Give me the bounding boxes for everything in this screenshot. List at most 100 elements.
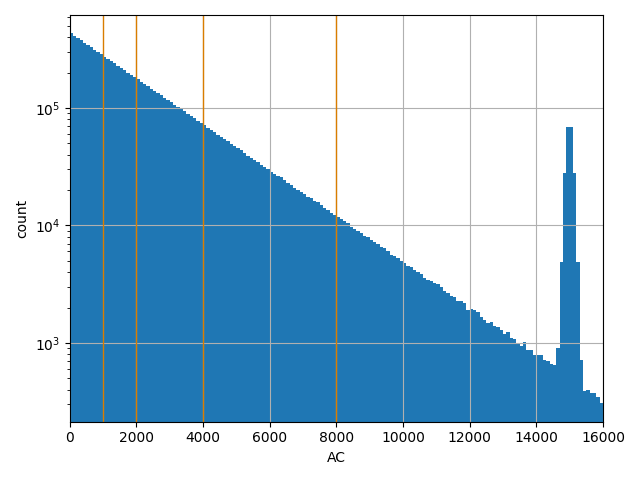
Bar [296,190,300,480]
Bar [406,265,410,480]
Bar [227,141,230,480]
Bar [596,396,600,480]
Bar [346,223,349,480]
Bar [150,89,153,480]
Bar [236,148,239,480]
Bar [417,272,420,480]
Bar [170,102,173,480]
Bar [180,109,183,480]
Bar [223,139,227,480]
Bar [263,167,266,480]
Bar [230,144,233,480]
Bar [393,256,396,480]
Bar [103,57,106,480]
Bar [266,169,269,480]
Bar [376,244,380,480]
Bar [366,237,370,480]
Bar [163,98,166,480]
Bar [256,162,260,480]
Bar [486,323,490,480]
Bar [243,153,246,480]
Bar [387,251,390,480]
Bar [356,231,360,480]
Bar [109,61,113,480]
Bar [336,217,340,480]
Bar [269,172,273,480]
Bar [380,247,383,480]
Bar [203,125,206,480]
Bar [516,343,520,480]
Bar [323,208,326,480]
Bar [126,73,130,480]
Bar [353,229,356,480]
Bar [200,123,203,480]
Bar [433,283,436,480]
Bar [276,176,280,480]
Bar [446,293,450,480]
Bar [506,332,509,480]
Y-axis label: count: count [15,199,29,238]
X-axis label: AC: AC [327,451,346,465]
Bar [600,403,603,480]
Bar [583,391,586,480]
Bar [189,116,193,480]
Bar [100,54,103,480]
Bar [483,320,486,480]
Bar [307,197,310,480]
Bar [133,77,136,480]
Bar [453,297,456,480]
Bar [283,180,286,480]
Bar [559,262,563,480]
Bar [330,213,333,480]
Bar [479,317,483,480]
Bar [360,233,363,480]
Bar [96,52,100,480]
Bar [300,192,303,480]
Bar [443,291,446,480]
Bar [580,360,583,480]
Bar [370,240,373,480]
Bar [523,342,526,480]
Bar [470,309,473,480]
Bar [326,210,330,480]
Bar [553,365,556,480]
Bar [130,75,133,480]
Bar [413,270,417,480]
Bar [260,165,263,480]
Bar [239,150,243,480]
Bar [536,355,540,480]
Bar [140,82,143,480]
Bar [456,300,460,480]
Bar [586,390,589,480]
Bar [196,120,200,480]
Bar [250,158,253,480]
Bar [319,205,323,480]
Bar [79,40,83,480]
Bar [589,393,593,480]
Bar [490,322,493,480]
Bar [550,364,553,480]
Bar [303,194,307,480]
Bar [193,119,196,480]
Bar [497,327,500,480]
Bar [206,128,210,480]
Bar [273,174,276,480]
Bar [90,48,93,480]
Bar [543,360,547,480]
Bar [420,274,423,480]
Bar [403,263,406,480]
Bar [440,287,443,480]
Bar [520,346,523,480]
Bar [147,86,150,480]
Bar [183,111,186,480]
Bar [570,127,573,480]
Bar [410,267,413,480]
Bar [383,248,387,480]
Bar [120,68,123,480]
Bar [310,198,313,480]
Bar [399,261,403,480]
Bar [70,34,73,480]
Bar [363,236,366,480]
Bar [136,80,140,480]
Bar [476,312,479,480]
